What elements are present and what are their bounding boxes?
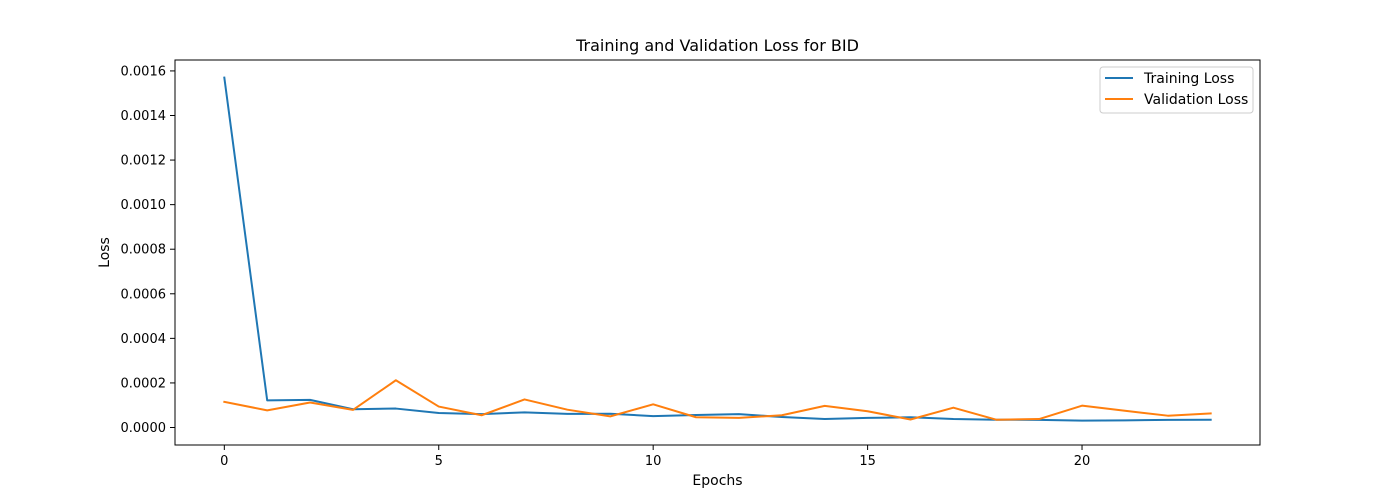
y-axis-label: Loss	[97, 237, 113, 268]
x-tick-label: 20	[1074, 454, 1091, 469]
y-tick-label: 0.0002	[121, 376, 167, 391]
series-line-training-loss	[223, 76, 1212, 422]
y-tick-label: 0.0006	[121, 287, 167, 302]
y-axis-ticks: 0.0000 0.0002 0.0004 0.0006 0.0008 0.0010 0.00…	[121, 64, 175, 436]
series-lines	[223, 76, 1212, 422]
x-axis-ticks: 0 5 10 15 20	[220, 445, 1090, 469]
y-tick-label: 0.0016	[121, 64, 167, 79]
chart-title: Training and Validation Loss for BID	[575, 36, 859, 55]
legend-label: Validation Loss	[1144, 92, 1248, 108]
x-tick-label: 10	[645, 454, 662, 469]
y-tick-label: 0.0004	[121, 332, 167, 347]
y-tick-label: 0.0008	[121, 243, 167, 258]
x-tick-label: 5	[435, 454, 443, 469]
y-tick-label: 0.0012	[121, 154, 167, 169]
legend: Training Loss Validation Loss	[1099, 66, 1254, 114]
x-tick-label: 0	[220, 454, 228, 469]
y-tick-label: 0.0014	[121, 109, 167, 124]
legend-box	[1099, 66, 1254, 114]
legend-label: Training Loss	[1143, 71, 1234, 87]
x-tick-label: 15	[859, 454, 876, 469]
axes-frame	[174, 59, 1261, 446]
x-axis-label: Epochs	[692, 473, 742, 489]
y-tick-label: 0.0000	[121, 421, 167, 436]
y-tick-label: 0.0010	[121, 198, 167, 213]
series-line-validation-loss	[223, 379, 1212, 421]
